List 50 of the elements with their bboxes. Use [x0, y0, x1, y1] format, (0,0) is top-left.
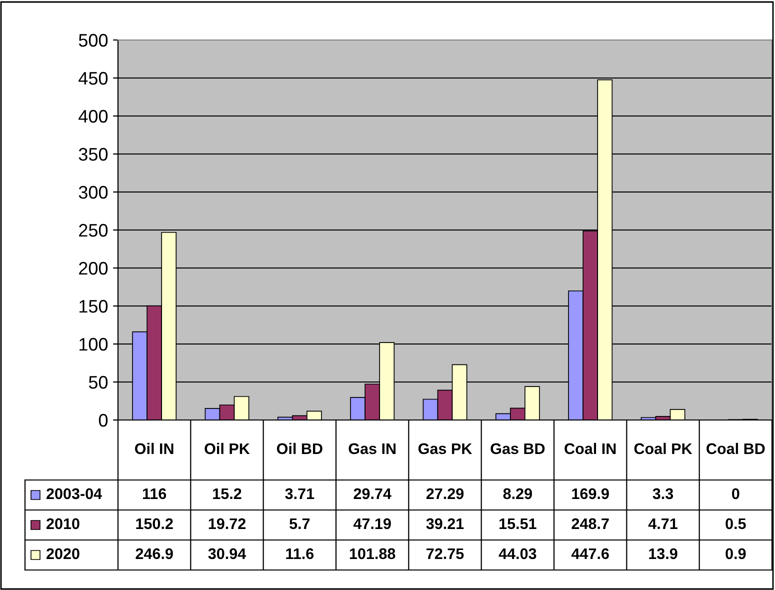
- y-tick-label: 100: [80, 338, 108, 351]
- x-tick-label: Gas PK: [418, 443, 472, 454]
- x-tick-label: Coal BD: [706, 442, 765, 454]
- y-tick-label: 500: [78, 34, 108, 47]
- x-tick-label: Gas IN: [348, 443, 396, 454]
- data-label: 47.19: [353, 518, 391, 530]
- data-label: 13.9: [649, 548, 678, 560]
- legend-label: 2020: [46, 548, 80, 560]
- data-label: 169.9: [572, 488, 609, 500]
- data-label: 0.5: [726, 518, 746, 530]
- data-label: 44.03: [498, 548, 536, 560]
- data-label: 15.2: [213, 488, 242, 500]
- data-label: 0: [732, 488, 740, 500]
- data-label: 5.7: [290, 518, 310, 530]
- y-tick-label: 350: [78, 148, 108, 161]
- x-tick-label: Oil IN: [135, 442, 174, 454]
- legend-label: 2010: [46, 518, 80, 530]
- data-label: 246.9: [136, 548, 173, 560]
- data-label: 8.29: [503, 488, 532, 500]
- data-label: 39.21: [426, 518, 464, 530]
- data-label: 72.75: [426, 548, 464, 560]
- x-tick-label: Oil BD: [276, 442, 322, 454]
- x-tick-label: Oil PK: [204, 442, 250, 454]
- y-tick-label: 50: [88, 376, 108, 389]
- data-label: 19.72: [208, 518, 246, 530]
- x-tick-label: Gas BD: [490, 443, 545, 454]
- y-tick-label: 150: [80, 300, 108, 313]
- y-tick-label: 300: [78, 186, 108, 199]
- data-label: 27.29: [426, 488, 464, 500]
- data-label: 3.71: [285, 488, 314, 500]
- x-tick-label: Coal IN: [564, 442, 616, 454]
- data-label: 447.6: [571, 548, 609, 560]
- y-tick-label: 0: [98, 414, 108, 427]
- y-tick-label: 400: [78, 110, 108, 123]
- data-label: 30.94: [208, 548, 246, 560]
- data-label: 29.74: [354, 488, 392, 500]
- data-label: 15.51: [500, 518, 536, 530]
- data-label: 150.2: [136, 518, 173, 530]
- data-label: 101.88: [350, 548, 396, 560]
- data-label: 4.71: [648, 518, 678, 529]
- data-label: 3.3: [652, 488, 674, 500]
- data-label: 248.7: [572, 518, 609, 530]
- y-tick-label: 450: [78, 72, 108, 85]
- y-tick-label: 250: [79, 224, 108, 237]
- data-label: 11.6: [286, 548, 314, 560]
- y-tick-label: 200: [79, 262, 108, 275]
- legend-label: 2003-04: [46, 488, 102, 500]
- data-label: 116: [142, 488, 166, 500]
- x-tick-label: Coal PK: [634, 442, 692, 454]
- data-label: 0.9: [726, 548, 746, 560]
